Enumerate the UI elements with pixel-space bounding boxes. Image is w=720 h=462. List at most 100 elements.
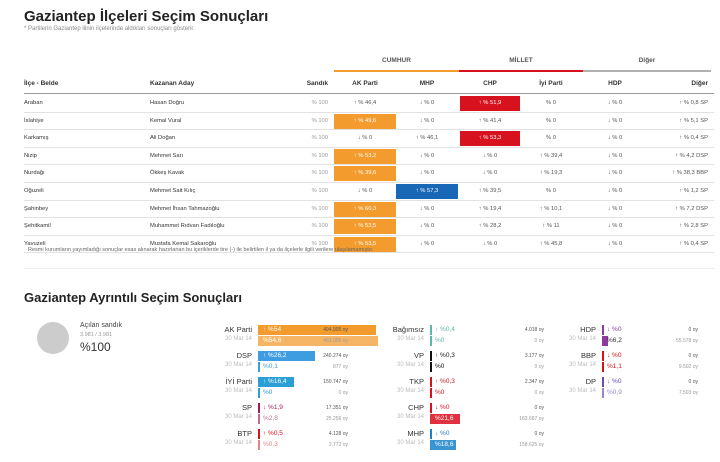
previous-date: 30 Mar 14 — [224, 388, 252, 394]
cell-hdp: ↓ % 0 — [584, 236, 646, 253]
current-bar: ↑ %0,5 — [258, 429, 283, 439]
header-hdp: HDP — [608, 80, 622, 87]
party-result: HDP 30 Mar 14 ↓ %0 %6,2 0 oy 55.578 oy — [569, 325, 698, 347]
results-table-header: İlçe - Belde Kazanan Aday Sandık AK Part… — [24, 80, 714, 94]
cell-sandik: % 100 — [311, 170, 328, 177]
section-divider — [24, 268, 714, 269]
cell-ilce: İslahiye — [24, 117, 44, 124]
cell-diger: ↑ % 38,3 BBP — [646, 165, 710, 182]
header-diger: Diğer — [691, 80, 708, 87]
value-mhp: ↑ % 57,3 — [396, 183, 458, 199]
current-votes: 17.351 oy — [326, 405, 348, 411]
value-hdp: ↓ % 0 — [607, 223, 623, 230]
current-bar: ↓ %0 — [602, 325, 621, 335]
current-votes: 150.747 oy — [323, 379, 348, 385]
current-bar-label: ↑ %16,4 — [263, 378, 287, 385]
value-hdp: ↓ % 0 — [607, 240, 623, 247]
cell-aday: Mehmet Sait Kılıç — [150, 187, 196, 194]
header-mhp: MHP — [419, 80, 435, 87]
party-name: SP — [241, 403, 252, 412]
previous-bar-label: %0 — [435, 389, 445, 396]
cell-mhp: ↑ % 57,3 — [396, 183, 458, 200]
previous-date: 30 Mar 14 — [224, 362, 252, 368]
value-diger: ↑ % 7,2 DSP — [675, 205, 708, 212]
cell-diger: ↑ % 7,2 DSP — [646, 201, 710, 218]
previous-votes: 2.772 oy — [328, 442, 348, 448]
value-iyi: ↑ % 45,8 — [539, 240, 563, 247]
previous-bar-label: %0 — [435, 337, 445, 344]
party-result: TKP 30 Mar 14 ↑ %0,3 %0 2.347 oy 0 oy — [397, 377, 544, 399]
value-diger: ↑ % 2,8 SP — [679, 223, 708, 230]
party-result: MHP 30 Mar 14 ↓ %0 %18,6 0 oy 158.625 oy — [397, 429, 544, 451]
table-row: Nurdağı Ökkeş Kavak % 100 ↑ % 39,6 ↓ % 0 ↓ % … — [24, 165, 714, 183]
cell-hdp: ↓ % 0 — [584, 95, 646, 112]
current-votes: 0 oy — [688, 379, 698, 385]
value-hdp: ↓ % 0 — [607, 135, 623, 142]
party-name: DSP — [236, 351, 252, 360]
sandik-percent: %100 — [80, 340, 111, 354]
value-diger: ↑ % 1,2 SP — [679, 187, 708, 194]
value-iyi: ↑ % 10,1 — [539, 205, 563, 212]
current-bar-label: ↓ %0 — [435, 404, 450, 411]
alliance-header: CUMHUR MİLLET Diğer — [0, 54, 720, 72]
previous-votes: 9.502 oy — [678, 364, 698, 370]
current-bar: ↑ %0,3 — [430, 377, 455, 387]
current-bar: ↑ %16,4 — [258, 377, 294, 387]
current-bar-label: ↑ %54 — [263, 326, 282, 333]
previous-votes: 158.625 oy — [519, 442, 544, 448]
value-chp: ↓ % 0 — [482, 170, 498, 177]
value-iyi: ↑ % 39,4 — [539, 152, 563, 159]
cell-sandik: % 100 — [311, 187, 328, 194]
value-iyi: % 0 — [546, 135, 556, 142]
party-result: AK Parti 30 Mar 14 ↑ %54 %54,6 494.905 oy 463… — [224, 325, 378, 347]
value-mhp: ↑ % 46,1 — [415, 135, 439, 142]
value-diger: ↑ % 5,1 SP — [679, 117, 708, 124]
current-bar-label: ↑ %0,3 — [435, 378, 455, 385]
previous-bar-label: %0 — [263, 389, 273, 396]
cell-akp: ↓ % 0 — [334, 130, 396, 147]
table-row: Şahinbey Mehmet İhsan Tahmazoğlu % 100 ↑ % … — [24, 201, 714, 219]
cell-chp: ↑ % 41,4 — [460, 113, 520, 130]
current-bar-label: ↑ %0,4 — [435, 326, 455, 333]
cell-iyi: ↑ % 11 — [520, 218, 582, 235]
cell-hdp: ↓ % 0 — [584, 183, 646, 200]
previous-date: 30 Mar 14 — [568, 362, 596, 368]
value-akp: ↑ % 46,4 — [353, 100, 377, 106]
value-mhp: ↓ % 0 — [419, 152, 435, 159]
cell-sandik: % 100 — [311, 223, 328, 230]
cell-chp: ↓ % 0 — [460, 165, 520, 182]
value-akp: ↑ % 39,6 — [334, 166, 396, 182]
value-chp: ↑ % 28,2 — [478, 223, 502, 230]
current-votes: 240.274 oy — [323, 353, 348, 359]
cell-hdp: ↓ % 0 — [584, 165, 646, 182]
party-name: TKP — [409, 377, 424, 386]
cell-mhp: ↓ % 0 — [396, 236, 458, 253]
alliance-diger: Diğer — [583, 54, 711, 72]
value-iyi: % 0 — [546, 117, 556, 124]
cell-iyi: % 0 — [520, 113, 582, 130]
cell-iyi: % 0 — [520, 183, 582, 200]
previous-votes: 183.687 oy — [519, 416, 544, 422]
previous-votes: 7.503 oy — [678, 390, 698, 396]
previous-bar: %2,8 — [258, 414, 278, 424]
party-name: DP — [585, 377, 596, 386]
previous-votes: 55.578 oy — [676, 338, 698, 344]
table-row: Oğuzeli Mehmet Sait Kılıç % 100 ↓ % 0 ↑ % 57… — [24, 183, 714, 201]
cell-diger: ↑ % 0,8 SP — [646, 95, 710, 112]
cell-chp: ↑ % 19,4 — [460, 201, 520, 218]
current-votes: 2.347 oy — [524, 379, 544, 385]
previous-date: 30 Mar 14 — [224, 336, 252, 342]
cell-diger: ↑ % 5,1 SP — [646, 113, 710, 130]
cell-aday: Kemal Vural — [150, 117, 182, 124]
value-akp: ↑ % 49,6 — [334, 113, 396, 129]
previous-bar-label: %0,3 — [263, 441, 278, 448]
value-chp: ↑ % 19,4 — [478, 205, 502, 212]
value-akp: ↑ % 53,5 — [334, 236, 396, 252]
cell-iyi: % 0 — [520, 95, 582, 112]
cell-mhp: ↓ % 0 — [396, 95, 458, 112]
previous-date: 30 Mar 14 — [396, 336, 424, 342]
cell-akp: ↑ % 60,3 — [334, 201, 396, 218]
cell-hdp: ↓ % 0 — [584, 201, 646, 218]
previous-votes: 877 oy — [332, 364, 348, 370]
value-diger: ↑ % 0,8 SP — [679, 100, 708, 106]
